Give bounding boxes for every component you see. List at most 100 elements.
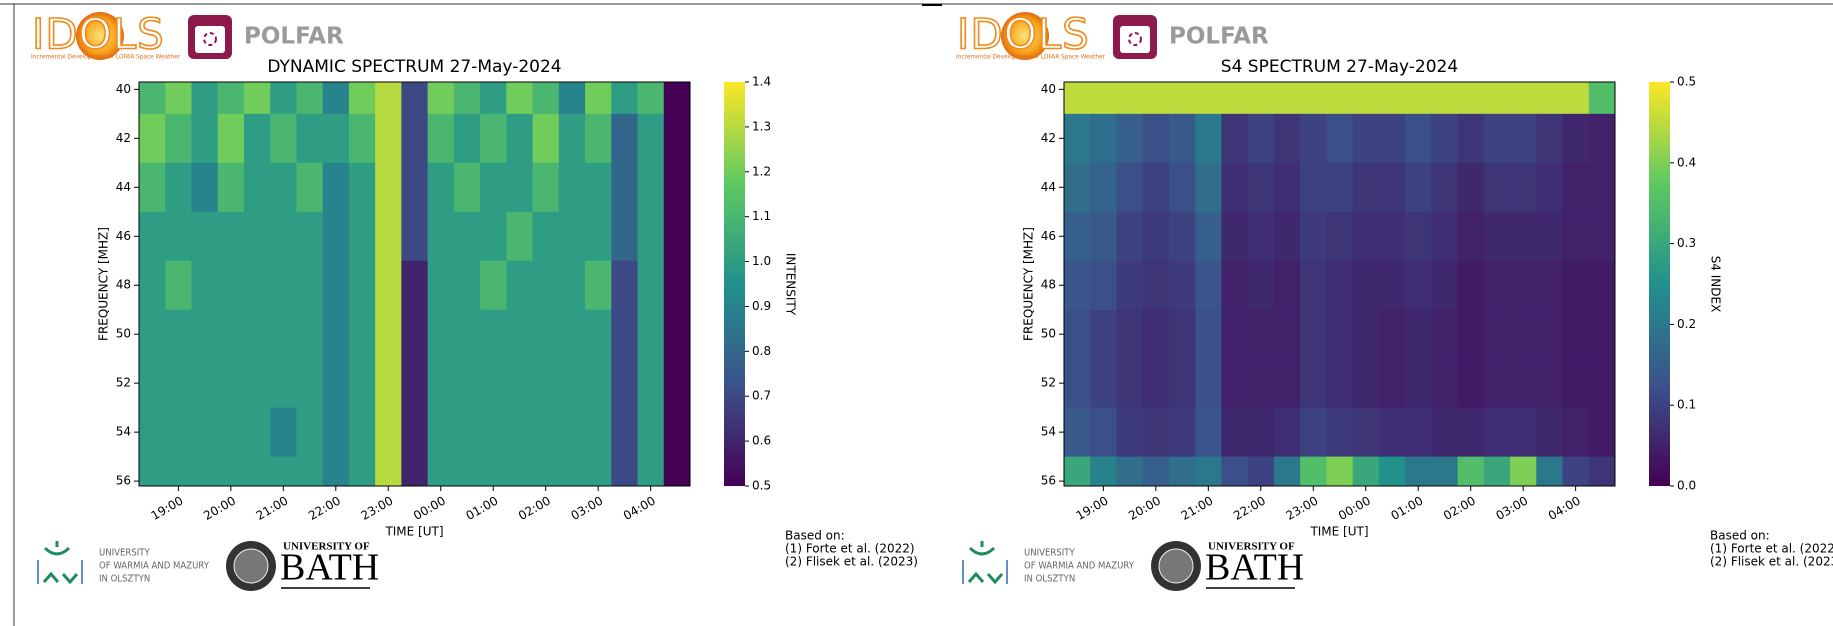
heatmap-cell	[1300, 456, 1327, 486]
heatmap-cell	[663, 456, 690, 486]
heatmap-cell	[1431, 260, 1459, 311]
heatmap-cell	[611, 309, 639, 360]
heatmap-cell	[1064, 162, 1091, 213]
heatmap-cell	[270, 260, 297, 311]
heatmap-cell	[427, 358, 455, 409]
heatmap-cell	[1273, 358, 1301, 409]
heatmap-cell	[1588, 162, 1615, 213]
heatmap-cell	[191, 260, 219, 311]
heatmap-cell	[1510, 82, 1537, 115]
heatmap-cell	[1405, 309, 1432, 360]
heatmap-cell	[637, 309, 665, 360]
heatmap-cell	[243, 358, 271, 409]
heatmap-cell	[1195, 162, 1222, 213]
heatmap-cell	[139, 162, 166, 213]
heatmap-cell	[1326, 113, 1354, 164]
heatmap-cell	[1273, 211, 1301, 262]
heatmap-cell	[165, 456, 192, 486]
heatmap	[1064, 82, 1615, 486]
heatmap-cell	[243, 407, 271, 458]
polfar-logo: POLFAR	[244, 24, 344, 50]
heatmap-cell	[611, 260, 639, 311]
heatmap-cell	[1536, 456, 1564, 486]
heatmap-cell	[558, 309, 586, 360]
heatmap-cell	[322, 113, 350, 164]
x-tick-label: 22:00	[306, 494, 343, 523]
heatmap-cell	[427, 309, 455, 360]
heatmap-cell	[401, 113, 429, 164]
y-tick-label: 46	[1041, 229, 1056, 243]
heatmap-cell	[243, 456, 271, 486]
heatmap-cell	[1562, 358, 1590, 409]
heatmap-cell	[611, 113, 639, 164]
x-tick-label: 19:00	[149, 494, 186, 523]
heatmap-cell	[1273, 113, 1301, 164]
x-tick-label: 00:00	[411, 494, 448, 523]
heatmap-cell	[1090, 456, 1117, 486]
heatmap-cell	[1536, 211, 1564, 262]
heatmap-cell	[1221, 113, 1249, 164]
heatmap-cell	[480, 211, 507, 262]
y-tick-label: 48	[1041, 278, 1056, 292]
heatmap-cell	[427, 456, 455, 486]
heatmap-cell	[191, 162, 219, 213]
heatmap-cell	[663, 358, 690, 409]
heatmap-cell	[453, 309, 481, 360]
heatmap-cell	[1221, 211, 1249, 262]
heatmap-cell	[480, 358, 507, 409]
x-tick-label: 19:00	[1074, 494, 1111, 523]
heatmap-cell	[611, 211, 639, 262]
heatmap-cell	[1536, 162, 1564, 213]
heatmap-cell	[1536, 113, 1564, 164]
heatmap-cell	[1064, 82, 1091, 115]
heatmap-cell	[1352, 407, 1380, 458]
heatmap-cell	[558, 358, 586, 409]
y-tick-label: 52	[116, 376, 131, 390]
heatmap-cell	[1247, 260, 1275, 311]
colorbar-tick-label: 0.4	[1677, 155, 1696, 169]
heatmap-cell	[1326, 211, 1354, 262]
heatmap-cell	[532, 407, 560, 458]
polfar-icon-inner	[1120, 26, 1150, 53]
x-axis-label: TIME [UT]	[384, 525, 443, 539]
heatmap-cell	[1457, 211, 1485, 262]
colorbar-tick-label: 1.0	[752, 254, 771, 268]
colorbar-tick-label: 0.6	[752, 434, 771, 448]
heatmap-cell	[611, 162, 639, 213]
heatmap-cell	[1378, 309, 1406, 360]
heatmap-cell	[1142, 211, 1170, 262]
heatmap-cell	[348, 211, 376, 262]
uwm-text: OF WARMIA AND MAZURY	[99, 561, 210, 572]
heatmap-cell	[1064, 407, 1091, 458]
heatmap-cell	[1221, 358, 1249, 409]
heatmap-cell	[1405, 82, 1432, 115]
colorbar-tick-label: 1.2	[752, 164, 771, 178]
heatmap-cell	[375, 82, 402, 115]
y-tick-label: 42	[116, 131, 131, 145]
polfar-icon-dot	[203, 32, 217, 46]
heatmap-cell	[427, 162, 455, 213]
heatmap-cell	[1300, 407, 1327, 458]
heatmap-cell	[322, 211, 350, 262]
heatmap-cell	[1483, 113, 1511, 164]
heatmap-cell	[1326, 82, 1354, 115]
heatmap-cell	[1064, 309, 1091, 360]
heatmap-cell	[191, 456, 219, 486]
heatmap-cell	[480, 113, 507, 164]
heatmap-cell	[1247, 82, 1275, 115]
heatmap-cell	[506, 407, 534, 458]
heatmap-cell	[1457, 309, 1485, 360]
heatmap-cell	[1064, 456, 1091, 486]
heatmap-cell	[165, 82, 192, 115]
heatmap-cell	[532, 82, 560, 115]
heatmap-cell	[532, 162, 560, 213]
heatmap-cell	[427, 82, 455, 115]
heatmap-cell	[558, 211, 586, 262]
heatmap-cell	[637, 162, 665, 213]
heatmap-cell	[558, 113, 586, 164]
heatmap-cell	[1588, 82, 1615, 115]
heatmap-cell	[1195, 211, 1222, 262]
heatmap-cell	[585, 113, 612, 164]
heatmap-cell	[322, 309, 350, 360]
heatmap-cell	[637, 82, 665, 115]
